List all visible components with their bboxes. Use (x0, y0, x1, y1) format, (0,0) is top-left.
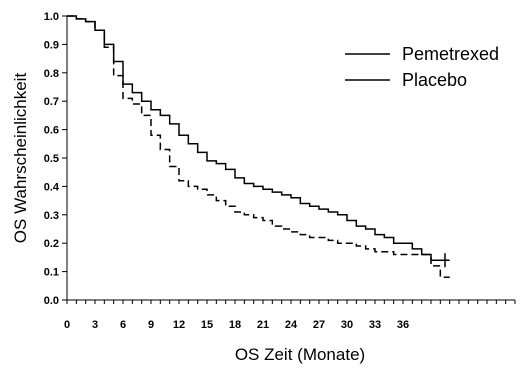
y-tick-label: 0.5 (44, 153, 59, 165)
x-tick-label: 18 (229, 319, 241, 331)
y-tick-label: 0.8 (44, 68, 59, 80)
legend: Pemetrexed Placebo (345, 44, 499, 90)
y-tick-label: 0.3 (44, 210, 59, 222)
series-layer (67, 15, 450, 279)
x-tick-label: 3 (92, 319, 98, 331)
x-tick-label: 27 (313, 319, 325, 331)
y-tick-label: 0.6 (44, 125, 59, 137)
y-tick-label: 0.9 (44, 39, 59, 51)
y-axis: 0.0 0.1 0.2 0.3 0.4 0.5 0.6 0.7 0.8 0.9 1.0 (44, 11, 67, 307)
series-placebo-line (67, 15, 450, 279)
x-tick-label: 6 (120, 319, 126, 331)
x-tick-label: 15 (201, 319, 213, 331)
x-tick-label: 33 (369, 319, 381, 331)
y-tick-label: 0.0 (44, 295, 59, 307)
x-tick-label: 24 (285, 319, 298, 331)
x-tick-label: 21 (257, 319, 269, 331)
legend-label: Pemetrexed (402, 44, 499, 64)
x-tick-label: 9 (148, 319, 154, 331)
y-tick-label: 0.4 (44, 181, 60, 193)
x-tick-label: 0 (64, 319, 70, 331)
x-tick-label: 12 (173, 319, 185, 331)
x-tick-label: 30 (341, 319, 353, 331)
y-tick-label: 0.1 (44, 267, 59, 279)
series-pemetrexed-line (67, 15, 450, 261)
legend-label: Placebo (402, 70, 467, 90)
x-axis: 0 3 6 9 12 15 18 21 24 27 30 33 36 (64, 300, 516, 331)
y-tick-label: 0.7 (44, 96, 59, 108)
x-tick-label: 36 (397, 319, 409, 331)
y-tick-label: 1.0 (44, 11, 59, 23)
y-axis-title: OS Wahrscheinlichkeit (11, 73, 30, 244)
x-axis-title: OS Zeit (Monate) (235, 345, 365, 364)
y-tick-label: 0.2 (44, 238, 59, 250)
